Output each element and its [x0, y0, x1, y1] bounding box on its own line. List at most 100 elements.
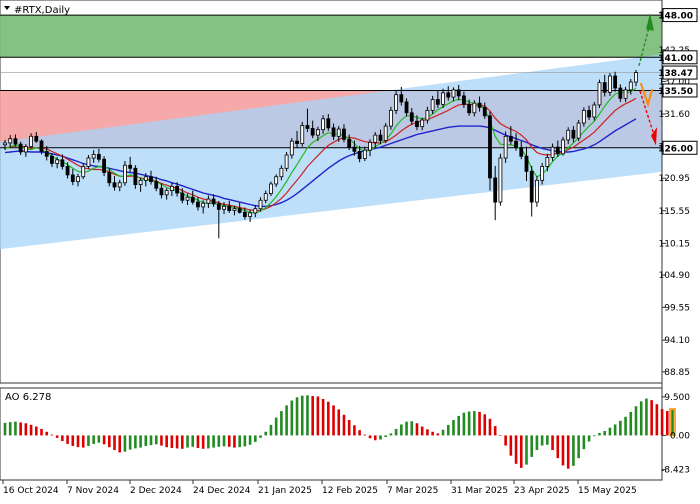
candle [472, 100, 477, 117]
candle-body [488, 115, 492, 179]
candle [190, 190, 195, 205]
ao-bar [535, 435, 539, 451]
candle-body [342, 128, 346, 140]
candle [143, 173, 148, 187]
candle [29, 133, 33, 149]
ao-bar [290, 400, 294, 436]
candle [211, 194, 216, 207]
ao-bar [467, 411, 471, 436]
ao-bar [587, 435, 591, 442]
ao-bar [603, 430, 607, 436]
chart-title: #RTX,Daily [4, 5, 70, 16]
candle-body [18, 143, 23, 153]
candle-body [613, 75, 618, 89]
ao-bar [441, 429, 445, 436]
candle-body [545, 157, 550, 167]
ao-bar [608, 427, 612, 436]
candle [196, 197, 200, 211]
candle [498, 153, 503, 206]
ao-bar [306, 395, 309, 436]
candle-body [237, 208, 242, 213]
candle [128, 156, 133, 172]
trend-channel [0, 54, 662, 250]
candle-body [86, 157, 91, 167]
ao-bar [634, 406, 638, 436]
ao-bar [264, 431, 268, 436]
candle [383, 123, 388, 143]
ao-bar [660, 409, 664, 436]
candle [321, 115, 326, 134]
ao-bar [175, 435, 179, 449]
candle [295, 130, 299, 148]
candle [477, 96, 482, 112]
candle-body [540, 166, 545, 181]
time-tick-label: 31 Mar 2025 [451, 486, 508, 496]
candle [602, 74, 607, 97]
ao-bar [160, 435, 163, 446]
candle [222, 202, 226, 215]
candle-body [441, 92, 445, 105]
candle-body [357, 150, 362, 160]
ao-bar [316, 396, 320, 436]
candle [18, 141, 23, 156]
candle-body [96, 154, 101, 160]
ao-bar [102, 435, 106, 445]
price-tag-label: 135.50 [658, 87, 693, 97]
ao-bar [629, 411, 633, 436]
candle [253, 205, 258, 218]
price-tick-label: 99.55 [664, 303, 690, 313]
candle [634, 69, 638, 87]
ao-bar [222, 435, 226, 447]
price-tag [662, 8, 698, 23]
candle [123, 161, 127, 186]
candle-body [524, 155, 529, 172]
candle-body [425, 109, 430, 121]
candle [44, 145, 49, 161]
candle [540, 162, 545, 185]
candle [535, 176, 539, 207]
ao-bar [217, 435, 221, 447]
candle-body [576, 122, 581, 139]
time-tick-label: 15 May 2025 [578, 486, 637, 496]
candle [336, 126, 341, 142]
candle-body [102, 158, 106, 173]
ma-green-line [4, 87, 637, 214]
ao-bar [530, 435, 534, 457]
candle-body [227, 205, 232, 211]
chevron-down-icon[interactable] [4, 6, 10, 10]
ao-last-highlight [669, 408, 676, 437]
ao-bar [19, 422, 22, 436]
candle [347, 134, 352, 151]
ao-bar [254, 435, 257, 442]
candle-body [326, 118, 331, 129]
candle [326, 113, 331, 131]
candle [206, 195, 211, 209]
candle [394, 90, 399, 114]
candle-body [409, 112, 414, 122]
ao-bar [462, 412, 466, 436]
price-tick-label: 88.85 [664, 368, 690, 378]
candle [430, 95, 435, 114]
candle [289, 138, 294, 159]
candle-body [602, 82, 607, 93]
candle [446, 86, 451, 101]
candle [13, 134, 18, 147]
time-axis: 16 Oct 2024 7 Nov 2024 2 Dec 2024 24 Dec 20… [0, 479, 662, 496]
candle [81, 163, 86, 180]
candle-body [482, 106, 487, 117]
price-tag [662, 83, 698, 98]
candle-body [65, 166, 70, 176]
candle [462, 91, 466, 108]
price-tick-label: 120.95 [659, 174, 691, 184]
ao-bar [483, 414, 487, 436]
ao-bar [107, 435, 111, 448]
candle [425, 106, 430, 124]
ao-bar [613, 424, 617, 436]
ao-bar [400, 424, 403, 436]
candle-body [295, 140, 299, 144]
candle [169, 182, 174, 197]
candle-body [279, 167, 284, 178]
ao-bar [165, 435, 168, 448]
ao-bar [24, 423, 28, 436]
